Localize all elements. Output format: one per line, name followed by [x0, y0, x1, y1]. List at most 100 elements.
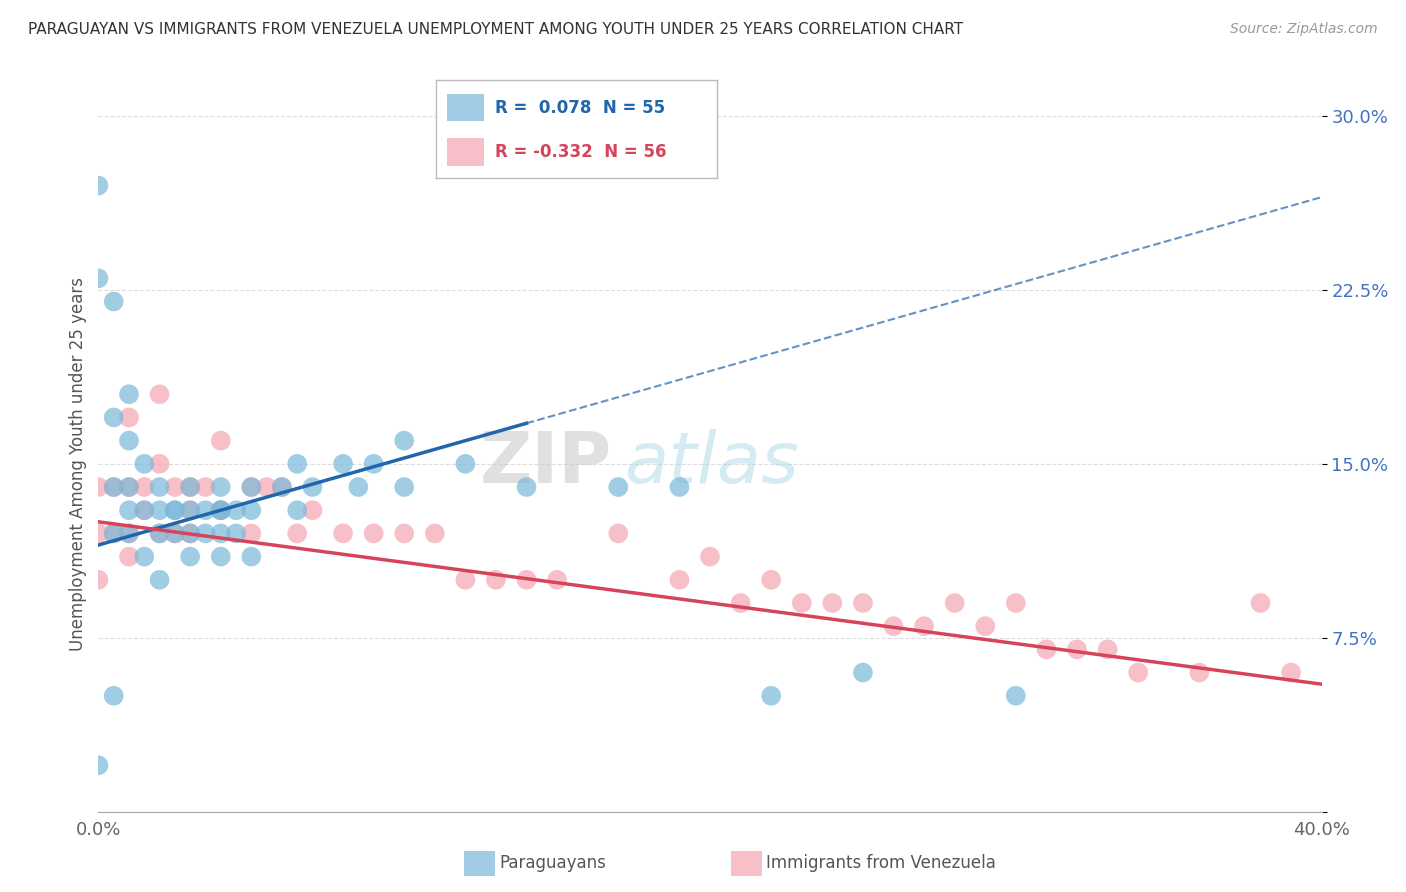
Point [209, 526, 232, 541]
Point [87, 758, 110, 772]
Point [118, 410, 141, 425]
Y-axis label: Unemployment Among Youth under 25 years: Unemployment Among Youth under 25 years [69, 277, 87, 651]
Point [347, 480, 370, 494]
Point [163, 503, 186, 517]
Point [103, 480, 125, 494]
Point [209, 503, 232, 517]
Point [912, 619, 935, 633]
Point [149, 526, 172, 541]
Point [1249, 596, 1271, 610]
Point [301, 503, 323, 517]
Point [454, 573, 477, 587]
Point [194, 480, 217, 494]
Point [179, 549, 201, 564]
Point [194, 526, 217, 541]
Point [821, 596, 844, 610]
Point [516, 573, 538, 587]
Point [118, 549, 141, 564]
Point [179, 503, 201, 517]
Point [118, 526, 141, 541]
Point [240, 549, 263, 564]
Point [103, 526, 125, 541]
Point [179, 503, 201, 517]
Point [163, 480, 186, 494]
Point [332, 526, 354, 541]
Point [149, 503, 172, 517]
Text: Immigrants from Venezuela: Immigrants from Venezuela [766, 855, 995, 872]
Point [759, 573, 782, 587]
Point [392, 434, 416, 448]
Point [1004, 689, 1026, 703]
Point [790, 596, 813, 610]
Point [301, 480, 323, 494]
Point [285, 457, 308, 471]
Point [392, 480, 416, 494]
Point [332, 457, 354, 471]
Point [1279, 665, 1302, 680]
Point [87, 526, 110, 541]
Point [1066, 642, 1088, 657]
Point [179, 526, 201, 541]
Point [363, 526, 385, 541]
Point [285, 503, 308, 517]
Text: ZIP: ZIP [479, 429, 612, 499]
Point [883, 619, 905, 633]
Point [699, 549, 721, 564]
Point [1188, 665, 1211, 680]
Point [852, 596, 875, 610]
Point [87, 178, 110, 193]
Point [1097, 642, 1119, 657]
Point [392, 526, 416, 541]
Point [852, 665, 875, 680]
Point [118, 480, 141, 494]
Text: Paraguayans: Paraguayans [499, 855, 606, 872]
Point [668, 480, 690, 494]
Point [225, 503, 247, 517]
Point [1035, 642, 1057, 657]
Point [759, 689, 782, 703]
Point [118, 480, 141, 494]
Point [87, 573, 110, 587]
Point [194, 503, 217, 517]
Point [209, 480, 232, 494]
Point [179, 480, 201, 494]
Point [546, 573, 568, 587]
Point [163, 526, 186, 541]
Point [607, 480, 630, 494]
Point [103, 294, 125, 309]
Point [103, 410, 125, 425]
Point [87, 271, 110, 285]
Point [149, 480, 172, 494]
Point [974, 619, 997, 633]
Point [118, 387, 141, 401]
Point [285, 526, 308, 541]
Point [179, 480, 201, 494]
Point [240, 503, 263, 517]
Point [423, 526, 446, 541]
Point [149, 387, 172, 401]
Point [607, 526, 630, 541]
Text: R = -0.332  N = 56: R = -0.332 N = 56 [495, 143, 666, 161]
Point [103, 480, 125, 494]
Point [163, 503, 186, 517]
Point [240, 480, 263, 494]
Point [118, 526, 141, 541]
Point [118, 503, 141, 517]
Point [209, 503, 232, 517]
Point [256, 480, 278, 494]
Point [943, 596, 966, 610]
Point [103, 526, 125, 541]
Point [270, 480, 292, 494]
Point [209, 434, 232, 448]
Point [668, 573, 690, 587]
Point [149, 457, 172, 471]
Point [179, 526, 201, 541]
Point [134, 457, 156, 471]
Point [149, 573, 172, 587]
Bar [447, 138, 484, 166]
Point [209, 503, 232, 517]
Point [134, 503, 156, 517]
Point [118, 434, 141, 448]
Point [134, 503, 156, 517]
Point [730, 596, 752, 610]
